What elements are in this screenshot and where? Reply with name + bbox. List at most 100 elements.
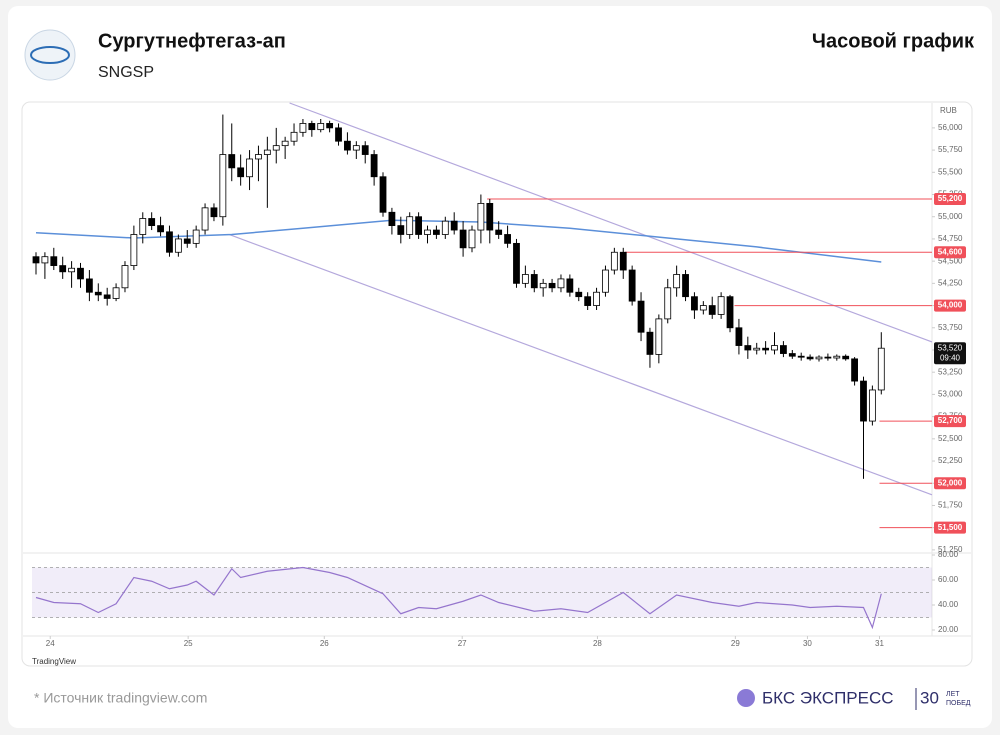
candle-body <box>762 347 770 351</box>
candle-body <box>370 154 378 178</box>
anniversary-number: 30 <box>920 688 939 707</box>
trendline <box>289 102 933 343</box>
trendline <box>228 233 933 496</box>
y-tick-label: 55,500 <box>938 167 963 176</box>
candle-body <box>708 305 716 315</box>
candle-body <box>361 145 369 155</box>
candle-body <box>824 356 832 359</box>
candle-body <box>486 202 494 231</box>
candle-body <box>851 358 858 382</box>
candle-body <box>201 207 209 231</box>
candle-body <box>388 211 396 227</box>
currency: RUB <box>940 106 957 115</box>
x-tick-label: 26 <box>320 639 329 648</box>
y-tick-label: 53,000 <box>938 390 963 399</box>
candle-body <box>682 274 689 298</box>
candle-body <box>317 123 325 131</box>
level-label: 52,700 <box>938 416 963 425</box>
logo <box>24 29 76 81</box>
candle-body <box>85 278 93 293</box>
candle-body <box>575 291 583 298</box>
level-label: 51,500 <box>938 523 963 532</box>
rsi-line <box>35 566 882 630</box>
x-tick-label: 28 <box>593 639 602 648</box>
candle-body <box>157 225 164 233</box>
candle-body <box>148 218 156 227</box>
candle-body <box>32 256 40 264</box>
level-tag <box>934 477 966 490</box>
x-tick-label: 29 <box>731 639 740 648</box>
candle-body <box>566 278 574 293</box>
candle-body <box>94 291 102 296</box>
candle-body <box>335 127 342 142</box>
y-tick-label: 54,500 <box>938 256 963 265</box>
platform: TradingView <box>32 657 76 666</box>
candle-body <box>744 345 752 351</box>
y-tick-label: 53,250 <box>938 367 963 376</box>
last-price-label: 53,520 <box>938 343 963 352</box>
candle-body <box>868 389 876 422</box>
candle-body <box>842 355 850 360</box>
candle-body <box>726 296 734 329</box>
candle-body <box>219 154 227 218</box>
candle-body <box>513 242 520 284</box>
candle-body <box>771 345 778 351</box>
last-price-tag <box>934 342 966 365</box>
candle-body <box>255 154 262 160</box>
candle-body <box>59 265 67 273</box>
candle-body <box>619 251 627 271</box>
candle-body <box>521 274 529 284</box>
y-tick-label: 60.00 <box>938 575 959 584</box>
candle-body <box>691 296 698 311</box>
level-tag <box>934 521 966 534</box>
candle-body <box>103 294 111 299</box>
candle-body <box>450 220 458 231</box>
candle-body <box>441 220 449 235</box>
last-time-label: 09:40 <box>940 353 961 362</box>
candle-body <box>602 269 609 293</box>
candle-body <box>788 353 796 357</box>
candle-body <box>806 356 814 360</box>
candle-body <box>797 355 805 358</box>
candle-body <box>281 140 289 147</box>
y-tick-label: 56,000 <box>938 123 963 132</box>
logo-mark <box>30 46 70 64</box>
candle-body <box>833 355 841 359</box>
level-label: 55,200 <box>938 194 963 203</box>
candle-body <box>166 231 173 253</box>
candle-body <box>263 149 271 155</box>
y-tick-label: 54,750 <box>938 234 963 243</box>
candle-body <box>50 256 58 266</box>
y-tick-label: 52,500 <box>938 434 963 443</box>
ticker: SNGSP <box>98 64 154 81</box>
candle-body <box>237 167 245 178</box>
candle-body <box>673 274 681 289</box>
candle-body <box>557 278 565 289</box>
anniversary-text: ПОБЕД <box>946 700 971 707</box>
candle-body <box>735 327 743 346</box>
x-tick-label: 27 <box>458 639 467 648</box>
candle-body <box>77 267 84 280</box>
chart-frame <box>21 101 973 667</box>
candle-body <box>272 145 280 151</box>
y-tick-label: 80.00 <box>938 550 959 559</box>
candle-body <box>815 356 823 360</box>
candle-body <box>593 291 600 306</box>
y-tick-label: 54,250 <box>938 278 963 287</box>
candle-body <box>379 176 387 213</box>
candle-body <box>397 225 405 235</box>
y-tick-label: 53,750 <box>938 323 963 332</box>
source: * Источник tradingview.com <box>34 690 207 706</box>
y-tick-label: 52,250 <box>938 456 963 465</box>
candle-body <box>415 216 423 235</box>
candle-body <box>877 347 885 391</box>
candle-body <box>112 287 120 299</box>
y-tick-label: 51,250 <box>938 545 963 554</box>
candle-body <box>468 229 476 249</box>
candle-body <box>628 269 636 302</box>
title: Сургутнефтегаз-ап <box>98 30 286 52</box>
candle-body <box>68 267 75 273</box>
candle-body <box>432 229 440 235</box>
candle-body <box>290 131 298 142</box>
